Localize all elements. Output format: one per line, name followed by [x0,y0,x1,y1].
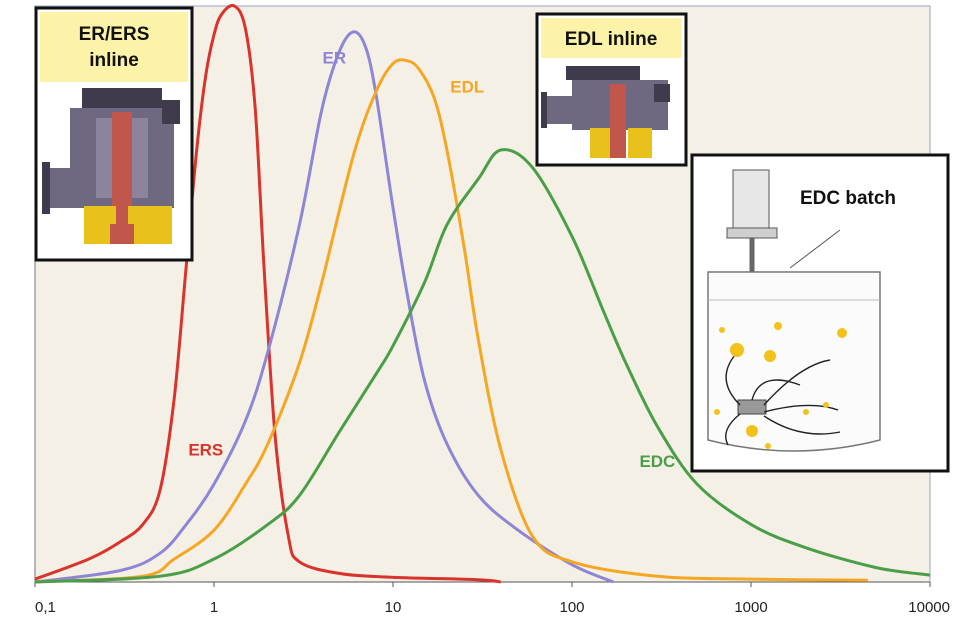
inset-title-line2: inline [89,50,139,71]
series-line-edc [34,148,931,584]
series-label-edc: EDC [639,452,675,471]
pump-cross-section-drawing [42,88,180,244]
series-line-edl [34,58,868,584]
series-label-ers: ERS [188,440,223,459]
batch-tank-drawing [707,169,881,452]
x-tick-label: 100 [559,599,584,616]
x-tick-label: 1000 [734,599,767,616]
edl-cross-section-drawing [541,66,670,158]
series-layer [34,3,931,584]
inset-edl-inline: EDL inline [535,12,688,167]
x-tick-label: 10000 [908,599,950,616]
x-tick-label: 0,1 [35,599,56,616]
inset-title: EDC batch [800,188,896,209]
inset-title-line1: ER/ERS [79,24,150,45]
x-tick-label: 10 [385,599,402,616]
series-line-er [34,30,614,584]
x-axis-ticks: 0,1 1 10 100 1000 10000 [34,582,950,616]
series-label-edl: EDL [450,77,484,96]
series-label-er: ER [322,49,346,68]
inset-title: EDL inline [565,29,658,50]
inset-label-box [541,18,682,58]
inset-er-ers-inline: ER/ERS inline [34,6,194,262]
x-tick-label: 1 [210,599,218,616]
series-labels: ERS ER EDL EDC [188,49,675,471]
inset-label-box [40,12,188,82]
inset-edc-batch: EDC batch [690,153,950,473]
series-line-ers [34,3,501,584]
